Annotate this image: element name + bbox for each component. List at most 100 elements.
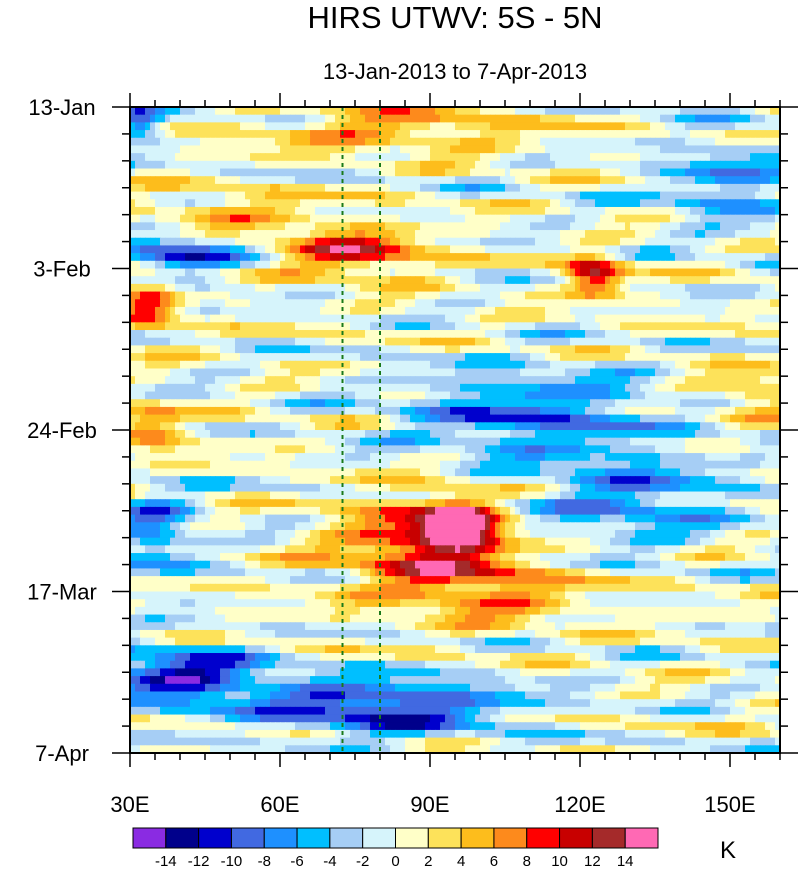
field-cell <box>155 399 161 408</box>
field-cell <box>270 283 276 293</box>
field-cell <box>395 137 401 147</box>
field-cell <box>150 168 156 177</box>
field-cell <box>205 322 211 331</box>
field-cell <box>740 245 746 254</box>
field-cell <box>260 130 266 139</box>
field-cell <box>370 299 376 308</box>
field-cell <box>730 299 736 308</box>
field-cell <box>190 353 196 362</box>
field-cell <box>235 253 241 262</box>
field-cell <box>250 376 256 385</box>
field-cell <box>335 299 341 308</box>
field-cell <box>225 276 231 285</box>
field-cell <box>575 206 581 216</box>
field-cell <box>205 145 211 154</box>
field-cell <box>425 314 431 323</box>
field-cell <box>685 222 691 231</box>
field-cell <box>605 376 611 385</box>
field-cell <box>715 191 721 200</box>
field-cell <box>195 153 201 162</box>
field-cell <box>530 222 536 231</box>
field-cell <box>620 183 626 193</box>
field-cell <box>280 214 286 223</box>
field-cell <box>765 391 771 400</box>
field-cell <box>690 206 696 216</box>
field-cell <box>515 345 521 354</box>
field-cell <box>195 330 201 339</box>
field-cell <box>145 337 151 346</box>
field-cell <box>380 107 386 116</box>
field-cell <box>730 137 736 147</box>
field-cell <box>615 153 621 162</box>
field-cell <box>255 183 261 193</box>
field-cell <box>465 237 471 247</box>
field-cell <box>130 160 136 170</box>
field-cell <box>570 253 576 262</box>
field-cell <box>350 237 356 247</box>
field-cell <box>555 183 561 193</box>
field-cell <box>760 314 766 323</box>
field-cell <box>265 253 271 262</box>
field-cell <box>300 191 306 200</box>
field-cell <box>440 383 446 393</box>
field-cell <box>425 360 431 370</box>
field-cell <box>755 137 761 147</box>
field-cell <box>195 399 201 408</box>
field-cell <box>605 137 611 147</box>
field-cell <box>495 137 501 147</box>
field-cell <box>270 176 276 185</box>
field-cell <box>655 253 661 262</box>
field-cell <box>605 337 611 346</box>
field-cell <box>440 322 446 331</box>
field-cell <box>685 353 691 362</box>
field-cell <box>155 314 161 323</box>
field-cell <box>765 199 771 208</box>
field-cell <box>595 176 601 185</box>
field-cell <box>615 114 621 123</box>
field-cell <box>625 291 631 300</box>
field-cell <box>680 391 686 400</box>
field-cell <box>145 168 151 177</box>
field-cell <box>460 353 466 362</box>
field-cell <box>180 114 186 123</box>
field-cell <box>215 130 221 139</box>
field-cell <box>670 145 676 154</box>
field-cell <box>135 383 141 393</box>
field-cell <box>720 268 726 277</box>
field-cell <box>240 114 246 123</box>
field-cell <box>540 145 546 154</box>
field-cell <box>495 291 501 300</box>
field-cell <box>265 122 271 131</box>
field-cell <box>205 260 211 270</box>
field-cell <box>510 222 516 231</box>
field-cell <box>505 199 511 208</box>
field-cell <box>765 337 771 346</box>
field-cell <box>385 391 391 400</box>
field-cell <box>215 345 221 354</box>
field-cell <box>765 368 771 377</box>
field-cell <box>485 360 491 370</box>
field-cell <box>240 399 246 408</box>
field-cell <box>390 291 396 300</box>
field-cell <box>420 314 426 323</box>
field-cell <box>220 191 226 200</box>
field-cell <box>525 145 531 154</box>
field-cell <box>340 283 346 293</box>
field-cell <box>375 337 381 346</box>
field-cell <box>560 383 566 393</box>
field-cell <box>640 137 646 147</box>
field-cell <box>380 330 386 339</box>
field-cell <box>745 306 751 316</box>
field-cell <box>135 314 141 323</box>
field-cell <box>220 306 226 316</box>
field-cell <box>475 376 481 385</box>
field-cell <box>145 245 151 254</box>
field-cell <box>595 253 601 262</box>
field-cell <box>185 383 191 393</box>
field-cell <box>500 206 506 216</box>
field-cell <box>665 153 671 162</box>
field-cell <box>755 299 761 308</box>
field-cell <box>650 222 656 231</box>
field-cell <box>395 399 401 408</box>
field-cell <box>645 230 651 239</box>
